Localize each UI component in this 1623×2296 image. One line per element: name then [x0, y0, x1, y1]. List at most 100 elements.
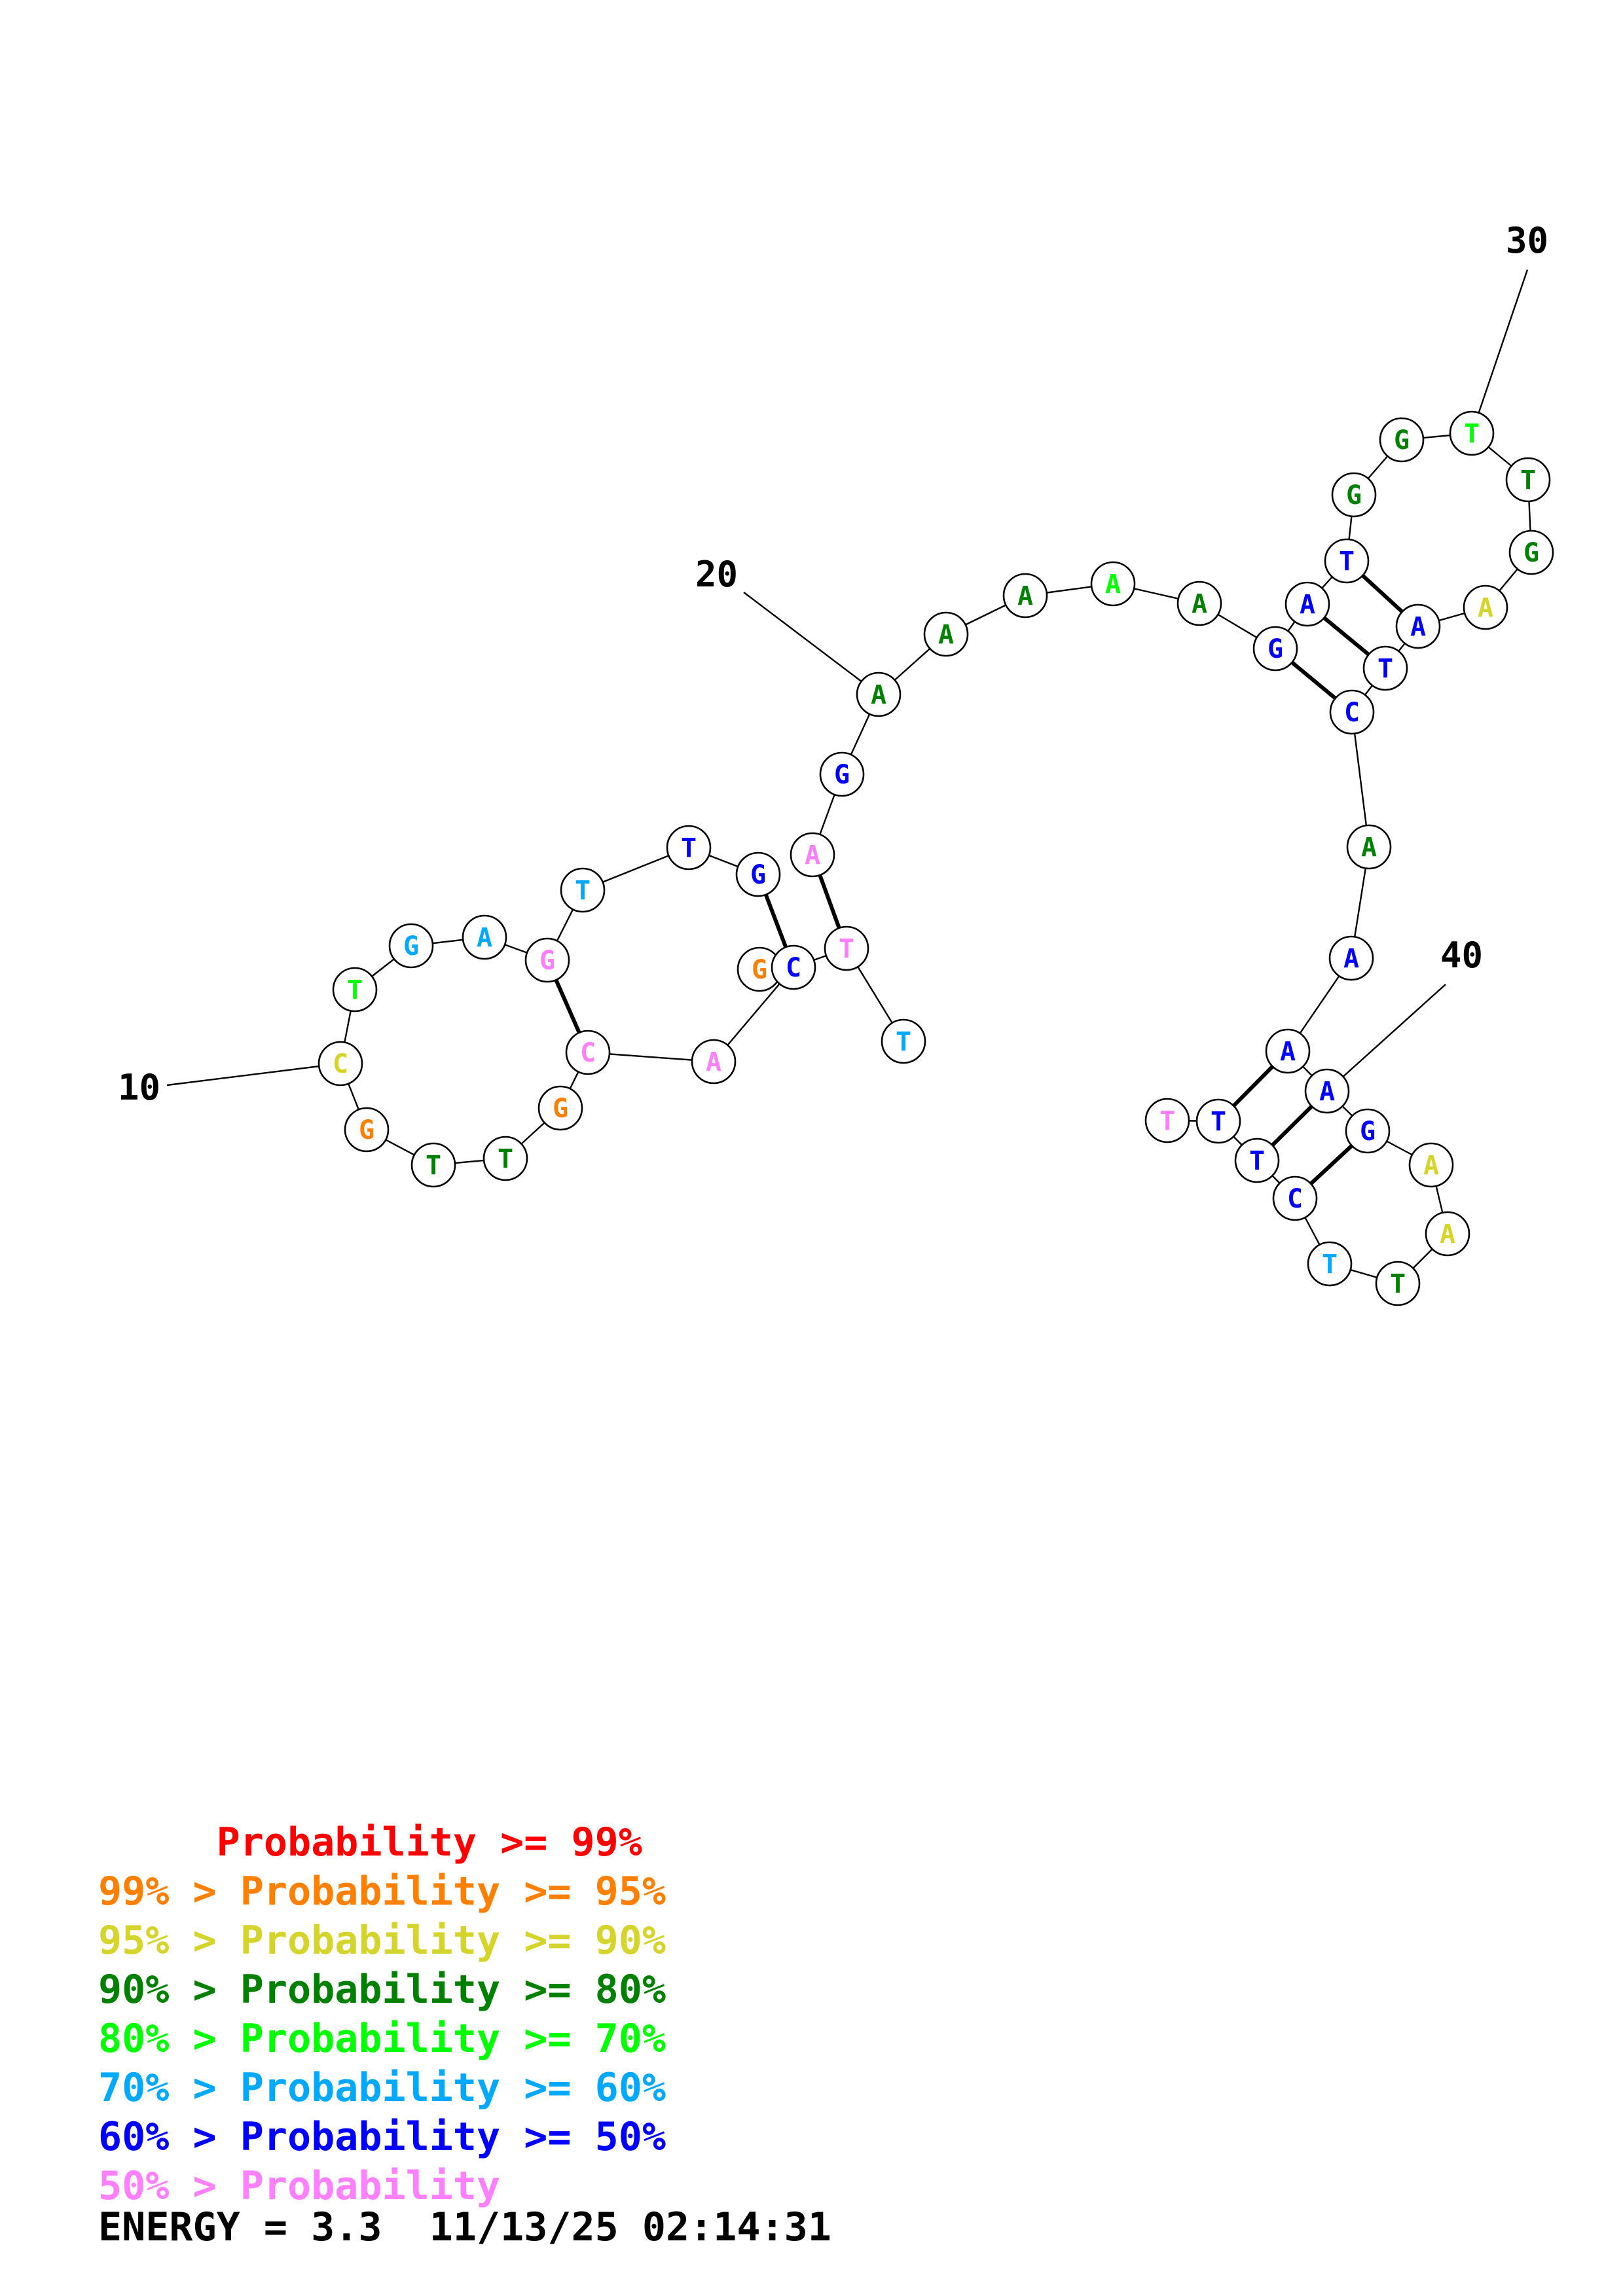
nucleotide: C	[565, 1030, 611, 1075]
legend-prefix: 95% >	[98, 1918, 240, 1964]
nucleotide: T	[1324, 538, 1370, 584]
nucleotide-circle	[483, 1136, 528, 1181]
nucleotide: T	[560, 867, 606, 913]
nucleotide-base: A	[1192, 589, 1207, 619]
legend-label: Probability >= 70%	[240, 2016, 666, 2062]
nucleotide: G	[1379, 417, 1425, 463]
base-pair-bond	[554, 979, 581, 1033]
nucleotide-base: G	[1267, 634, 1283, 664]
nucleotide-base: A	[706, 1047, 721, 1077]
nucleotide-circle	[318, 1041, 363, 1086]
nucleotide-base: T	[1520, 465, 1536, 495]
nucleotide: T	[881, 1018, 926, 1064]
position-label: 20	[695, 554, 738, 595]
nucleotide: T	[410, 1142, 456, 1188]
position-label: 30	[1506, 220, 1548, 261]
nucleotide-circle	[1408, 1142, 1454, 1188]
nucleotide: A	[1346, 824, 1392, 870]
nucleotide-base: A	[1280, 1037, 1296, 1067]
nucleotide: T	[1307, 1241, 1353, 1287]
nucleotide-base: T	[1211, 1107, 1226, 1137]
position-label-line	[743, 592, 879, 695]
legend-label: Probability	[240, 2163, 501, 2209]
nucleotide-base: A	[1300, 590, 1315, 620]
nucleotide-base: G	[539, 946, 555, 976]
nucleotide: T	[1362, 645, 1408, 691]
nucleotide-circle	[1508, 529, 1554, 575]
nucleotide: A	[1395, 603, 1441, 649]
legend-prefix: 70% >	[98, 2065, 240, 2111]
nucleotide: T	[824, 925, 869, 971]
legend-label: Probability >= 90%	[240, 1918, 666, 1964]
position-label-layer: 10 20 30 40	[118, 220, 1548, 1108]
position-label-line	[1470, 269, 1529, 434]
position-label: 40	[1440, 935, 1483, 976]
nucleotide: T	[1195, 1098, 1241, 1144]
nucleotide: T	[1234, 1138, 1280, 1183]
nucleotide: G	[1508, 529, 1554, 575]
nucleotide: C	[1272, 1175, 1318, 1221]
legend-prefix: 99% >	[98, 1869, 240, 1914]
nucleotide-base: G	[834, 760, 850, 790]
nucleotide-circle	[462, 914, 507, 960]
nucleotide-base: C	[333, 1049, 348, 1079]
nucleotide: A	[1304, 1068, 1350, 1114]
nucleotide: A	[1408, 1142, 1454, 1188]
energy-footer: ENERGY = 3.3 11/13/25 02:14:31	[98, 2204, 831, 2250]
nucleotide-base: C	[580, 1038, 596, 1068]
nucleotide-circle	[1307, 1241, 1353, 1287]
nucleotide: A	[1002, 573, 1048, 619]
nucleotide-circle	[735, 852, 781, 897]
nucleotide: T	[1449, 410, 1495, 456]
nucleotide: G	[538, 1085, 583, 1131]
nucleotide: C	[1329, 689, 1375, 735]
nucleotide-base: C	[1287, 1184, 1303, 1214]
legend-row: 60% > Probability >= 50%	[98, 2113, 666, 2162]
nucleotide-circle	[819, 751, 865, 797]
legend-label: Probability >= 80%	[240, 1967, 666, 2013]
nucleotide: A	[923, 611, 969, 657]
nucleotide-base: G	[1360, 1117, 1376, 1147]
nucleotide-circle	[1272, 1175, 1318, 1221]
legend-row: Probability >= 99%	[98, 1818, 666, 1867]
nucleotide-base: A	[1361, 833, 1377, 863]
nucleotide-circle	[1345, 1108, 1391, 1154]
nucleotide-circle	[1346, 824, 1392, 870]
nucleotide-circle	[923, 611, 969, 657]
nucleotide-base: A	[1478, 593, 1493, 623]
base-pair-bond	[763, 893, 788, 948]
nucleotide: A	[1176, 581, 1222, 626]
legend-prefix: 80% >	[98, 2016, 240, 2062]
nucleotide-base: A	[1319, 1077, 1335, 1107]
nucleotide-circle	[332, 967, 378, 1013]
nucleotide-circle	[410, 1142, 456, 1188]
nucleotide: G	[735, 852, 781, 897]
nucleotide-base: T	[347, 975, 363, 1005]
nucleotide-base: A	[1105, 569, 1121, 600]
nucleotide-base: T	[1249, 1146, 1265, 1176]
nucleotide: A	[462, 914, 507, 960]
nucleotide-base: T	[1159, 1106, 1175, 1136]
nucleotide-circle	[524, 937, 570, 983]
legend-row: 99% > Probability >= 95%	[98, 1867, 666, 1916]
energy-value: ENERGY = 3.3	[98, 2204, 382, 2250]
nucleotide-base: T	[1464, 419, 1480, 449]
nucleotide-base: G	[553, 1094, 568, 1124]
probability-legend: Probability >= 99% 99% > Probability >= 9…	[98, 1818, 666, 2211]
nucleotide: A	[1425, 1211, 1470, 1257]
nucleotide-circle	[1176, 581, 1222, 626]
base-pair-bond	[1322, 616, 1370, 656]
nucleotide-circle	[1463, 584, 1508, 630]
nucleotide-circle	[1304, 1068, 1350, 1114]
nucleotide-circle	[1252, 626, 1298, 672]
backbone-link	[1351, 711, 1370, 848]
legend-prefix	[98, 1820, 217, 1865]
base-pair-bond	[1290, 660, 1337, 700]
nucleotide-base: T	[1322, 1249, 1338, 1280]
nucleotide-base: A	[1017, 581, 1033, 611]
nucleotide-circle	[1324, 538, 1370, 584]
nucleotide-circle	[790, 832, 835, 878]
nucleotide-circle	[1234, 1138, 1280, 1183]
nucleotide: A	[1265, 1028, 1311, 1074]
